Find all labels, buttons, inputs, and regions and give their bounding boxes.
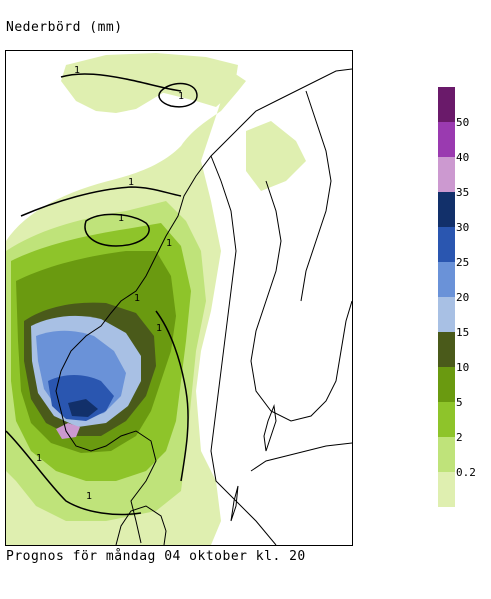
contour-1mm-east [155, 310, 189, 482]
legend-label: 0.2 [456, 466, 476, 479]
norway-coast [55, 68, 352, 544]
precip-0_2mm-east [246, 121, 306, 191]
precip-30mm-area [48, 375, 114, 421]
legend-swatch [438, 192, 455, 227]
precip-40mm-area [56, 423, 80, 439]
contour-1mm-loop-north [158, 82, 198, 108]
legend-label: 30 [456, 221, 470, 234]
legend-label: 35 [456, 186, 470, 199]
contour-label: 1 [166, 238, 172, 249]
legend-swatch [438, 122, 455, 157]
contour-label: 1 [178, 91, 184, 102]
precip-35mm-area [68, 399, 98, 417]
contour-label: 1 [36, 453, 42, 464]
sweden-finland-border [210, 155, 277, 545]
legend-label: 15 [456, 326, 470, 339]
legend-swatch [438, 332, 455, 367]
color-scale-legend [438, 87, 455, 507]
legend-label: 25 [456, 256, 470, 269]
precipitation-field [6, 53, 306, 545]
legend-swatch [438, 472, 455, 507]
contour-label: 1 [118, 213, 124, 224]
legend-label: 2 [456, 431, 463, 444]
legend-swatch [438, 87, 455, 122]
legend-swatch [438, 227, 455, 262]
precipitation-map: 1 1 1 1 1 1 1 1 1 [5, 50, 353, 546]
oland-island [230, 485, 239, 522]
color-scale-labels: 50 40 35 30 25 20 15 10 5 2 0.2 [456, 87, 486, 487]
legend-swatch [438, 437, 455, 472]
contour-label: 1 [86, 491, 92, 502]
contour-1mm-loop-west [84, 213, 150, 247]
contour-label: 1 [156, 323, 162, 334]
legend-label: 10 [456, 361, 470, 374]
legend-swatch [438, 297, 455, 332]
gulf-of-bothnia [250, 180, 352, 422]
map-title: Nederbörd (mm) [6, 20, 123, 35]
contour-1mm-main [20, 186, 182, 217]
contour-label: 1 [74, 65, 80, 76]
gotland-island [263, 404, 277, 452]
legend-label: 5 [456, 396, 463, 409]
denmark-coast [115, 505, 167, 545]
contour-labels: 1 1 1 1 1 1 1 1 1 [36, 65, 184, 502]
legend-label: 50 [456, 116, 470, 129]
finland-coast [300, 90, 332, 302]
legend-swatch [438, 157, 455, 192]
contour-lines [6, 73, 198, 516]
precip-0_2mm-north [66, 53, 238, 107]
legend-swatch [438, 262, 455, 297]
legend-swatch [438, 402, 455, 437]
contour-label: 1 [128, 177, 134, 188]
contour-1mm-south [6, 430, 142, 516]
forecast-caption: Prognos för måndag 04 oktober kl. 20 [6, 549, 306, 564]
legend-swatch [438, 367, 455, 402]
baltic-coast [250, 442, 352, 472]
contour-label: 1 [134, 293, 140, 304]
coastline [55, 68, 352, 545]
legend-label: 20 [456, 291, 470, 304]
legend-label: 40 [456, 151, 470, 164]
